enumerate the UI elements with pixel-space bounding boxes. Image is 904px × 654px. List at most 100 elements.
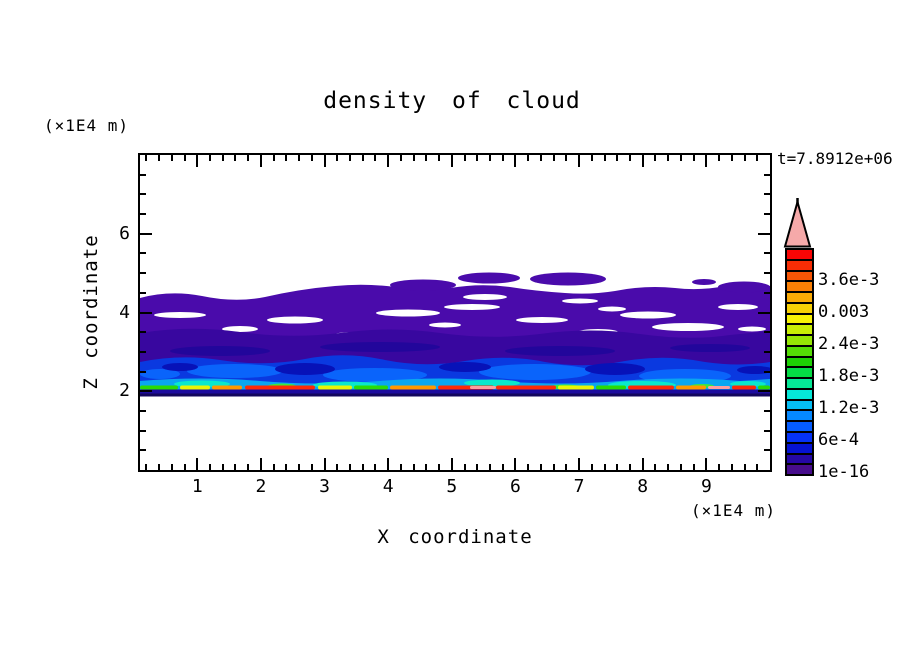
x-minor-tick	[692, 464, 695, 470]
y-tick-labels: 2 4 6	[96, 155, 130, 470]
x-minor-tick	[145, 464, 148, 470]
x-major-tick	[450, 458, 453, 470]
colorbar-segment	[787, 271, 812, 283]
x-major-tick	[196, 155, 199, 167]
x-minor-tick	[412, 155, 415, 161]
x-minor-tick	[412, 464, 415, 470]
x-minor-tick	[336, 464, 339, 470]
colorbar-labels: 3.6e-3 0.003 2.4e-3 1.8e-3 1.2e-3 6e-4 1e-16	[818, 248, 898, 488]
y-minor-tick	[764, 252, 770, 255]
x-minor-tick	[730, 464, 733, 470]
y-major-tick	[758, 232, 770, 235]
x-major-tick	[259, 155, 262, 167]
x-minor-tick	[361, 155, 364, 161]
x-minor-tick	[489, 155, 491, 161]
x-minor-tick	[718, 155, 721, 161]
y-minor-tick	[140, 449, 146, 452]
x-minor-tick	[438, 464, 441, 470]
colorbar-segment	[787, 336, 812, 347]
x-minor-tick	[667, 155, 670, 161]
x-minor-tick	[476, 155, 479, 161]
colorbar-segment	[787, 357, 812, 369]
chart-title: density of cloud	[323, 88, 581, 114]
x-tick-label: 6	[510, 476, 521, 497]
y-minor-tick	[140, 409, 146, 412]
x-minor-tick	[616, 464, 619, 470]
x-minor-tick	[298, 155, 301, 161]
x-axis-label: X coordinate	[377, 526, 533, 548]
x-minor-tick	[170, 155, 173, 161]
cloud-mid-layer	[140, 328, 770, 367]
y-major-tick	[758, 311, 770, 314]
colorbar-segment	[787, 422, 812, 434]
colorbar-label: 2.4e-3	[818, 334, 880, 354]
x-minor-tick	[158, 464, 161, 470]
x-minor-tick	[145, 155, 148, 161]
x-minor-tick	[730, 155, 733, 161]
x-minor-tick	[667, 464, 670, 470]
x-minor-tick	[565, 155, 568, 161]
x-major-tick	[323, 155, 326, 167]
x-minor-tick	[209, 155, 211, 161]
x-minor-tick	[679, 464, 682, 470]
x-minor-tick	[438, 155, 441, 161]
x-minor-tick	[501, 155, 504, 161]
x-major-tick	[641, 155, 644, 167]
x-minor-tick	[463, 155, 466, 161]
colorbar	[785, 248, 814, 476]
x-minor-tick	[399, 155, 402, 161]
y-minor-tick	[140, 252, 146, 255]
x-major-tick	[514, 155, 517, 167]
x-major-tick	[578, 155, 581, 167]
y-major-tick	[758, 390, 770, 393]
x-minor-tick	[349, 464, 351, 470]
colorbar-segment	[787, 346, 812, 358]
x-minor-tick	[158, 155, 161, 161]
x-minor-tick	[552, 155, 555, 161]
x-minor-tick	[247, 464, 250, 470]
y-minor-tick	[764, 291, 770, 294]
y-minor-tick	[140, 350, 146, 353]
plot-area	[138, 153, 772, 472]
y-axis-unit: (×1E4 m)	[44, 116, 130, 135]
x-minor-tick	[310, 155, 313, 161]
x-minor-tick	[221, 155, 224, 161]
colorbar-segment	[787, 454, 812, 466]
x-minor-tick	[183, 464, 186, 470]
x-major-tick	[387, 458, 390, 470]
x-minor-tick	[298, 464, 301, 470]
y-minor-tick	[764, 193, 770, 196]
x-minor-tick	[285, 155, 288, 161]
x-minor-tick	[272, 464, 275, 470]
x-minor-tick	[756, 155, 759, 161]
x-minor-tick	[616, 155, 619, 161]
y-minor-tick	[140, 291, 146, 294]
x-minor-tick	[629, 155, 631, 161]
x-major-tick	[196, 458, 199, 470]
x-minor-tick	[361, 464, 364, 470]
cloud-base-line	[140, 389, 770, 397]
x-tick-label: 5	[446, 476, 458, 497]
colorbar-label: 1.2e-3	[818, 398, 880, 418]
colorbar-segment	[787, 250, 812, 261]
colorbar-segment	[787, 260, 812, 272]
x-major-tick	[514, 458, 517, 470]
x-tick-label: 3	[319, 476, 330, 497]
y-minor-tick	[764, 350, 770, 353]
x-minor-tick	[247, 155, 250, 161]
x-minor-tick	[539, 464, 542, 470]
x-minor-tick	[221, 464, 224, 470]
x-minor-tick	[527, 155, 530, 161]
y-minor-tick	[140, 370, 146, 373]
colorbar-segment	[787, 325, 812, 337]
x-minor-tick	[285, 464, 288, 470]
x-tick-label: 9	[700, 476, 712, 497]
colorbar-segment	[787, 314, 812, 326]
density-field	[140, 155, 770, 470]
x-minor-tick	[374, 155, 377, 161]
x-axis-unit: (×1E4 m)	[690, 501, 776, 520]
colorbar-segment	[787, 433, 812, 444]
y-minor-tick	[764, 331, 770, 334]
x-minor-tick	[743, 155, 746, 161]
colorbar-segment	[787, 465, 812, 475]
